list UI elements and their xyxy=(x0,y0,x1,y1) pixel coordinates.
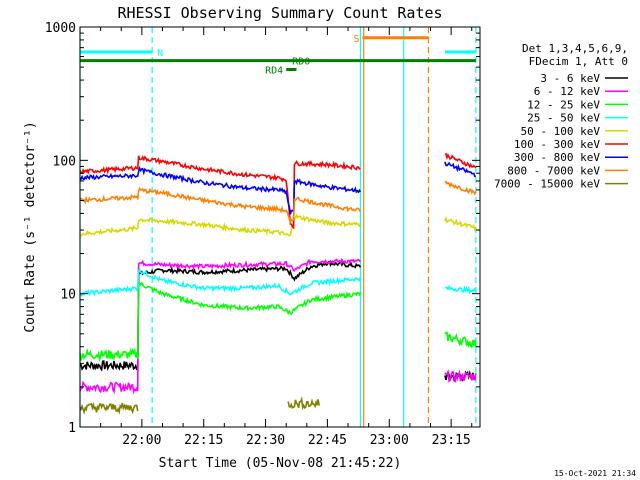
y-tick-label: 100 xyxy=(53,154,76,169)
series-lines xyxy=(79,152,477,415)
x-tick-label: 23:15 xyxy=(432,433,471,448)
legend-label: 100 - 300 keV xyxy=(514,138,600,151)
series-line xyxy=(79,165,362,215)
plot-frame xyxy=(79,26,481,428)
x-axis-label: Start Time (05-Nov-08 21:45:22) xyxy=(159,456,402,471)
series-line xyxy=(287,396,320,411)
series-line xyxy=(79,281,362,363)
x-tick-label: 22:45 xyxy=(308,433,347,448)
legend-label: 50 - 100 keV xyxy=(521,125,601,138)
x-tick-label: 22:30 xyxy=(246,433,285,448)
flag-label: S xyxy=(353,34,359,45)
legend-label: 6 - 12 keV xyxy=(534,85,601,98)
flag-label: N xyxy=(157,48,163,59)
legend-header-1: Det 1,3,4,5,6,9, xyxy=(522,42,628,55)
series-line xyxy=(79,267,362,297)
legend-label: 7000 - 15000 keV xyxy=(494,178,600,191)
flag-label: RD0 xyxy=(292,57,310,68)
vertical-markers xyxy=(79,27,477,427)
series-line xyxy=(444,368,477,384)
series-line xyxy=(444,331,477,349)
series-line xyxy=(79,401,139,415)
y-axis-ticks: 1 10 100 1000 xyxy=(45,21,480,436)
series-line xyxy=(80,213,361,237)
x-tick-label: 22:00 xyxy=(122,433,161,448)
series-line xyxy=(444,161,476,178)
legend-label: 12 - 25 keV xyxy=(527,98,600,111)
y-tick-label: 10 xyxy=(60,288,76,303)
series-line xyxy=(79,186,362,225)
series-line xyxy=(79,260,362,372)
generation-timestamp: 15-Oct-2021 21:34 xyxy=(554,469,636,478)
series-line xyxy=(79,155,361,230)
series-line xyxy=(79,257,362,395)
y-tick-label: 1000 xyxy=(45,21,76,36)
legend-header-2: FDecim 1, Att 0 xyxy=(529,55,628,68)
chart-title: RHESSI Observing Summary Count Rates xyxy=(117,4,442,22)
legend-label: 3 - 6 keV xyxy=(540,72,600,85)
legend-label: 300 - 800 keV xyxy=(514,151,600,164)
series-line xyxy=(444,215,477,232)
x-axis-ticks: 22:00 22:15 22:30 22:45 23:00 23:15 xyxy=(100,27,473,448)
series-line xyxy=(444,152,477,169)
legend-label: 25 - 50 keV xyxy=(527,112,600,125)
series-line xyxy=(444,180,477,196)
x-tick-label: 23:00 xyxy=(370,433,409,448)
x-tick-label: 22:15 xyxy=(184,433,223,448)
flag-label: RD4 xyxy=(265,66,283,77)
y-tick-label: 1 xyxy=(68,421,76,436)
series-line xyxy=(444,284,477,295)
plot-layers: N RD0 RD4 S xyxy=(79,27,477,427)
flag-bars: N RD0 RD4 S xyxy=(80,34,476,77)
y-axis-label: Count Rate (s⁻¹ detector⁻¹) xyxy=(23,121,38,332)
legend-label: 800 - 7000 keV xyxy=(507,164,600,177)
legend: Det 1,3,4,5,6,9, FDecim 1, Att 0 3 - 6 k… xyxy=(494,42,628,191)
